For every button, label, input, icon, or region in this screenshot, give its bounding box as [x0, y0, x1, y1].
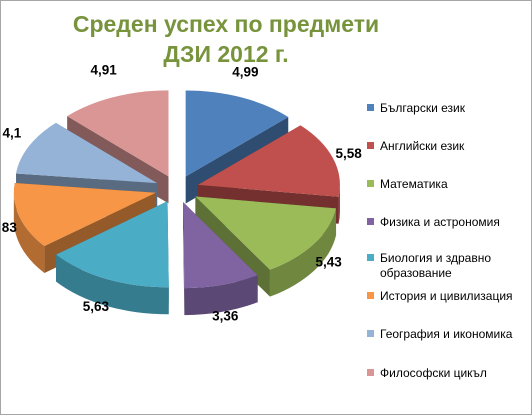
pie-slice-side	[13, 192, 45, 274]
pie-slice-side	[184, 275, 258, 316]
chart-title-line2: ДЗИ 2012 г.	[163, 41, 289, 67]
legend-swatch	[367, 142, 374, 149]
pie-slice-top	[56, 201, 169, 288]
pie-slice-top	[197, 125, 340, 197]
pie-slice-top	[183, 202, 258, 289]
legend-swatch	[367, 369, 374, 376]
pie-slice-top	[67, 90, 169, 177]
pie-slice-side	[56, 254, 169, 315]
data-label: 4,1	[3, 125, 22, 140]
legend-label: Български език	[380, 101, 465, 115]
pie-slice-top	[185, 90, 289, 177]
legend-label: Математика	[380, 177, 448, 191]
legend-swatch	[367, 180, 374, 187]
pie-slice	[13, 183, 156, 274]
legend-swatch	[367, 104, 374, 111]
legend-swatch	[367, 330, 374, 337]
pie-slice-top	[13, 183, 156, 247]
data-label: 3,36	[212, 308, 239, 323]
legend-swatch	[367, 292, 374, 299]
legend-label: Английски език	[380, 139, 465, 153]
data-label: 5,63	[83, 299, 110, 314]
pie-slice-wall	[183, 202, 185, 316]
data-label: 5,58	[335, 146, 362, 161]
data-label: 4,91	[91, 62, 118, 77]
legend-label: Биология и здравно образование	[380, 251, 492, 280]
data-label: 4,99	[232, 65, 258, 80]
legend-label: Физика и астрономия	[380, 215, 500, 229]
data-label: 5,43	[316, 255, 343, 270]
data-label: 4,83	[1, 220, 17, 235]
legend-label: Философски цикъл	[380, 366, 487, 380]
legend-label: История и цивилизация	[380, 289, 513, 303]
legend-swatch	[367, 254, 374, 261]
chart-title-line1: Среден успех по предмети	[72, 11, 380, 37]
pie-slice	[183, 202, 258, 316]
legend-label: География и икономика	[380, 327, 513, 341]
pie-slice-top	[16, 122, 158, 184]
pie-slice-side	[269, 208, 337, 297]
legend-swatch	[367, 218, 374, 225]
pie-slice	[56, 201, 169, 315]
pie-slice-side	[338, 184, 340, 224]
chart-title: Среден успех по предмети ДЗИ 2012 г.	[1, 9, 451, 69]
pie-slice-top	[195, 196, 337, 270]
